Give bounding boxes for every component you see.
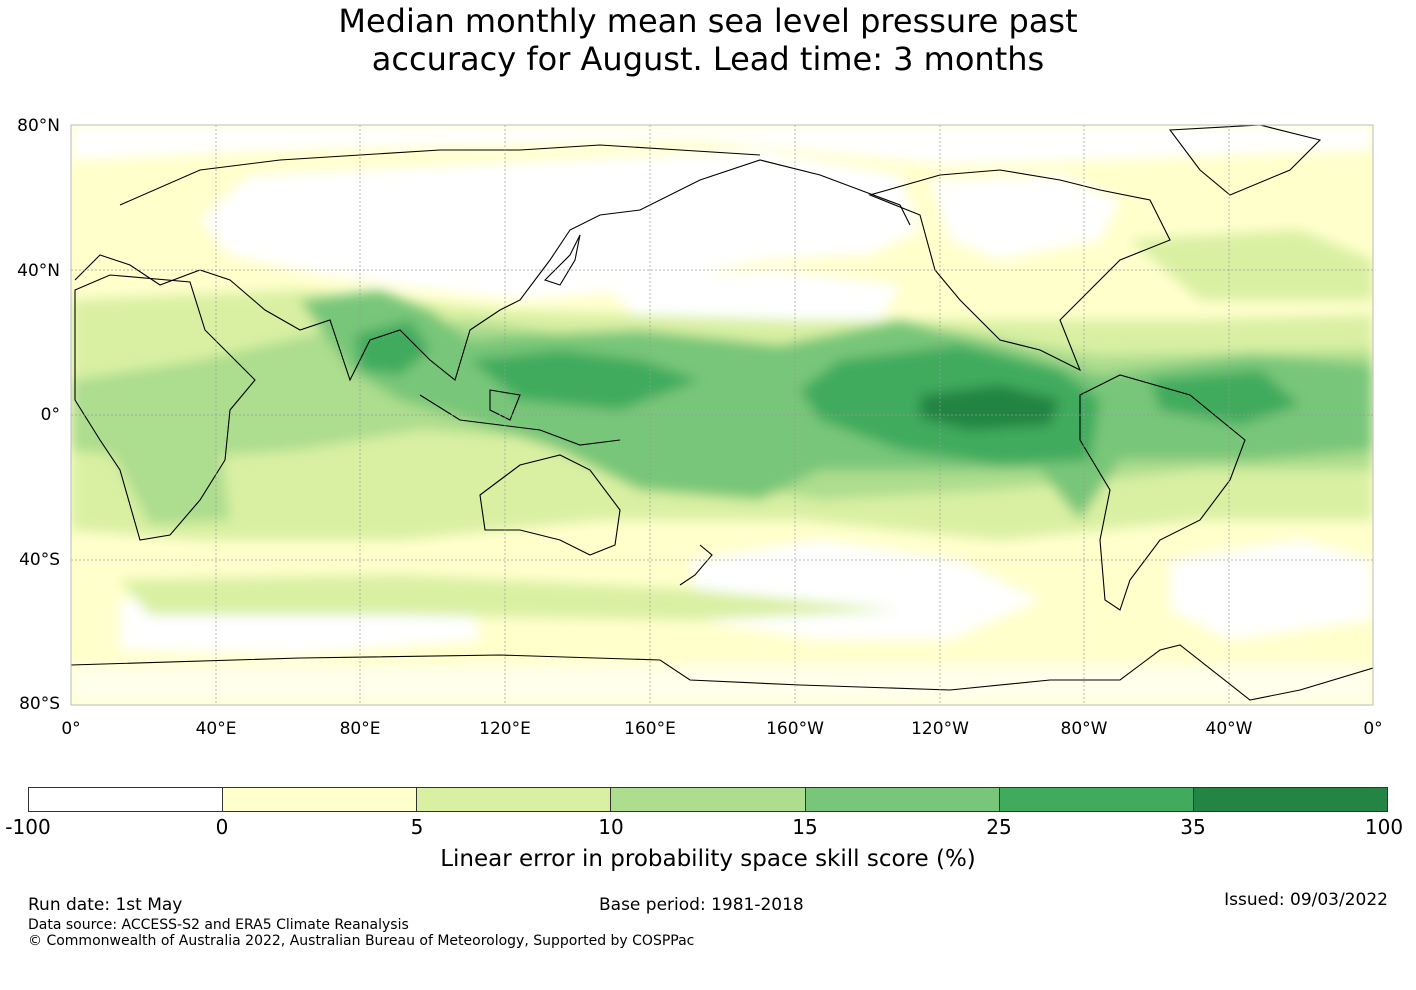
copyright: © Commonwealth of Australia 2022, Austra… (28, 933, 695, 949)
lon-label-80w: 80°W (1060, 719, 1108, 739)
zone-25-35-bay-bengal (355, 320, 430, 375)
colorbar-label: Linear error in probability space skill … (440, 846, 976, 872)
lat-label-0: 0° (40, 405, 60, 425)
colorbar-segment-2 (223, 788, 418, 811)
title-line-2: accuracy for August. Lead time: 3 months (371, 40, 1045, 78)
base-period: Base period: 1981-2018 (599, 895, 804, 915)
zone-white-north-pacific (600, 270, 900, 330)
lat-label-40n: 40°N (17, 261, 60, 281)
colorbar-tick: 100 (1364, 815, 1404, 839)
colorbar-segment-3 (417, 788, 612, 811)
zone-25-35-atlantic (1150, 370, 1300, 425)
colorbar (28, 787, 1388, 812)
colorbar-tick: -100 (5, 815, 51, 839)
colorbar-segment-5 (805, 788, 1000, 811)
lat-label-80n: 80°N (17, 116, 60, 136)
colorbar-tick: 35 (1180, 815, 1206, 839)
colorbar-tick: 5 (410, 815, 424, 839)
colorbar-tick: 10 (598, 815, 624, 839)
chart-title: Median monthly mean sea level pressure p… (0, 2, 1416, 78)
run-date: Run date: 1st May (28, 895, 183, 915)
zone-5-10-north-atlantic (1130, 230, 1373, 300)
lon-label-80e: 80°E (339, 719, 381, 739)
zone-white-south-atlantic (1170, 540, 1373, 640)
gridlines (71, 125, 1373, 705)
lon-label-0-right: 0° (1363, 719, 1383, 739)
map-frame (70, 124, 1374, 706)
colorbar-segment-1 (29, 788, 224, 811)
zone-white-north-asia (200, 150, 920, 300)
zone-25-35-maritime (470, 350, 700, 410)
lon-label-40e: 40°E (195, 719, 237, 739)
lon-label-120e: 120°E (479, 719, 531, 739)
zone-white-antarctic (71, 665, 1373, 705)
zone-white-arctic (71, 125, 1373, 165)
coastlines (71, 125, 1373, 701)
zone-5-10-southern (120, 575, 900, 620)
title-line-1: Median monthly mean sea level pressure p… (338, 2, 1078, 40)
lon-label-160w: 160°W (766, 719, 824, 739)
issued-date: Issued: 09/03/2022 (1224, 890, 1388, 910)
lat-label-80s: 80°S (19, 694, 60, 714)
colorbar-tick: 0 (215, 815, 229, 839)
colorbar-segment-4 (611, 788, 806, 811)
skill-map (70, 124, 1374, 706)
lat-label-40s: 40°S (19, 550, 60, 570)
zone-35-100-east-pacific (920, 385, 1060, 430)
colorbar-tick: 25 (986, 815, 1012, 839)
colorbar-tick: 15 (792, 815, 818, 839)
lon-label-160e: 160°E (624, 719, 676, 739)
data-source: Data source: ACCESS-S2 and ERA5 Climate … (28, 917, 409, 933)
zone-10-15-south-africa (110, 440, 230, 525)
colorbar-segment-7 (1193, 788, 1387, 811)
lon-label-120w: 120°W (911, 719, 969, 739)
colorbar-segment-6 (999, 788, 1194, 811)
zone-white-north-america (930, 175, 1120, 260)
lon-label-0-left: 0° (61, 719, 81, 739)
lon-label-40w: 40°W (1205, 719, 1253, 739)
